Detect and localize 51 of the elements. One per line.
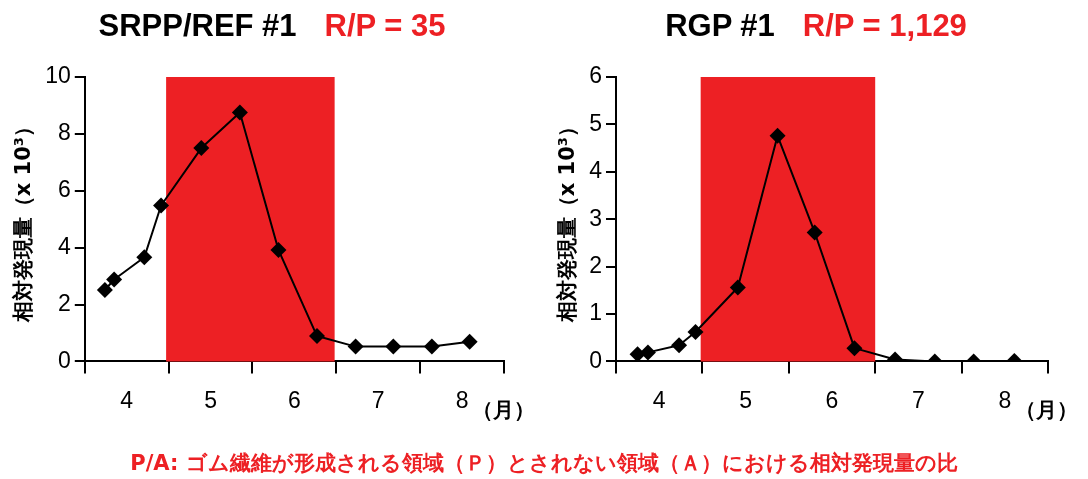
y-tick-label: 10 <box>45 62 71 89</box>
x-tick-label: 5 <box>204 386 217 413</box>
y-tick-label: 6 <box>57 176 71 203</box>
y-axis-title: 相対発現量（x 10³） <box>555 116 580 324</box>
chart-title: RGP #1 <box>665 8 775 43</box>
point <box>193 140 210 157</box>
x-tick-label: 6 <box>287 386 301 413</box>
point <box>153 197 170 214</box>
chart-subtitle: R/P = 35 <box>324 8 446 43</box>
point <box>671 337 688 354</box>
chart-title: SRPP/REF #1 <box>98 8 297 43</box>
point <box>385 338 402 355</box>
point <box>136 249 153 266</box>
x-tick-label: 4 <box>120 386 134 413</box>
x-tick-label: 7 <box>371 386 385 413</box>
y-tick-label: 4 <box>57 232 71 259</box>
y-tick-label: 2 <box>57 289 71 316</box>
chart-subtitle: R/P = 1,129 <box>802 8 967 43</box>
x-axis-title: （月） <box>1014 398 1078 423</box>
x-tick-label: 5 <box>739 386 752 413</box>
x-tick-label: 8 <box>998 386 1012 413</box>
y-tick-label: 4 <box>589 157 603 184</box>
x-axis-title: （月） <box>472 398 536 423</box>
y-tick-label: 0 <box>57 346 71 373</box>
y-tick-label: 6 <box>589 62 602 89</box>
point <box>846 340 863 357</box>
point <box>106 271 123 288</box>
point <box>806 224 823 241</box>
y-tick-label: 5 <box>589 109 602 136</box>
x-tick-label: 8 <box>455 386 469 413</box>
y-tick-label: 2 <box>589 251 602 278</box>
point <box>639 344 656 361</box>
point <box>270 241 287 258</box>
y-tick-label: 0 <box>589 346 602 373</box>
point <box>231 104 248 121</box>
point <box>729 279 746 296</box>
y-tick-label: 8 <box>57 119 71 146</box>
y-tick-label: 1 <box>589 299 602 326</box>
text: P/A: ゴム繊維が形成される領域（Ｐ）とされない領域（Ａ）における相対発現量の比 <box>129 450 959 477</box>
point <box>309 328 326 345</box>
x-tick-label: 6 <box>825 386 839 413</box>
point <box>461 333 478 350</box>
point <box>347 338 364 355</box>
y-axis-title: 相対発現量（x 10³） <box>11 116 36 324</box>
x-tick-label: 7 <box>912 386 925 413</box>
y-tick-label: 3 <box>589 204 602 231</box>
point <box>96 282 113 299</box>
point <box>769 127 786 144</box>
x-tick-label: 4 <box>652 386 666 413</box>
point <box>687 324 704 341</box>
point <box>423 338 440 355</box>
